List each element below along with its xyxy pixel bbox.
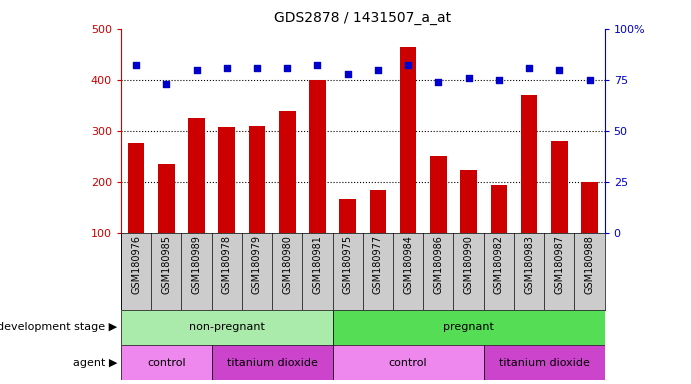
Point <box>493 77 504 83</box>
Text: non-pregnant: non-pregnant <box>189 323 265 333</box>
Text: GSM180977: GSM180977 <box>373 235 383 294</box>
Bar <box>309 80 325 233</box>
Point <box>191 66 202 73</box>
Point <box>584 77 595 83</box>
Text: GSM180990: GSM180990 <box>464 235 473 294</box>
Bar <box>521 95 538 233</box>
Bar <box>581 182 598 233</box>
Bar <box>158 164 175 233</box>
Bar <box>339 199 356 233</box>
Bar <box>128 144 144 233</box>
Text: GSM180985: GSM180985 <box>161 235 171 294</box>
Text: GSM180989: GSM180989 <box>191 235 202 294</box>
Bar <box>491 185 507 233</box>
Text: GSM180975: GSM180975 <box>343 235 352 294</box>
Text: GSM180988: GSM180988 <box>585 235 594 294</box>
Text: control: control <box>389 358 428 367</box>
Point <box>312 63 323 69</box>
Text: GSM180980: GSM180980 <box>282 235 292 294</box>
Text: pregnant: pregnant <box>443 323 494 333</box>
Text: agent ▶: agent ▶ <box>73 358 117 367</box>
Bar <box>121 345 211 380</box>
Bar <box>400 46 417 233</box>
Point <box>433 79 444 85</box>
Text: titanium dioxide: titanium dioxide <box>499 358 589 367</box>
Point <box>221 65 232 71</box>
Point <box>131 63 142 69</box>
Point <box>524 65 535 71</box>
Text: GSM180984: GSM180984 <box>403 235 413 294</box>
Bar <box>370 190 386 233</box>
Point <box>463 74 474 81</box>
Text: GSM180979: GSM180979 <box>252 235 262 294</box>
Bar <box>332 345 484 380</box>
Bar <box>484 345 605 380</box>
Text: GSM180986: GSM180986 <box>433 235 444 294</box>
Bar <box>218 127 235 233</box>
Text: development stage ▶: development stage ▶ <box>0 323 117 333</box>
Bar <box>279 111 296 233</box>
Text: GSM180978: GSM180978 <box>222 235 231 294</box>
Text: GSM180983: GSM180983 <box>524 235 534 294</box>
Text: titanium dioxide: titanium dioxide <box>227 358 318 367</box>
Point <box>252 65 263 71</box>
Point <box>282 65 293 71</box>
Text: GSM180987: GSM180987 <box>554 235 565 294</box>
Bar <box>188 118 205 233</box>
Bar <box>332 310 605 345</box>
Point <box>342 71 353 77</box>
Bar <box>551 141 567 233</box>
Bar <box>211 345 332 380</box>
Title: GDS2878 / 1431507_a_at: GDS2878 / 1431507_a_at <box>274 11 451 25</box>
Text: GSM180976: GSM180976 <box>131 235 141 294</box>
Text: GSM180981: GSM180981 <box>312 235 323 294</box>
Text: GSM180982: GSM180982 <box>494 235 504 294</box>
Bar <box>430 156 446 233</box>
Point <box>372 66 384 73</box>
Point <box>403 63 414 69</box>
Bar <box>249 126 265 233</box>
Text: control: control <box>147 358 186 367</box>
Point <box>161 81 172 87</box>
Point <box>553 66 565 73</box>
Bar <box>121 310 332 345</box>
Bar <box>460 170 477 233</box>
